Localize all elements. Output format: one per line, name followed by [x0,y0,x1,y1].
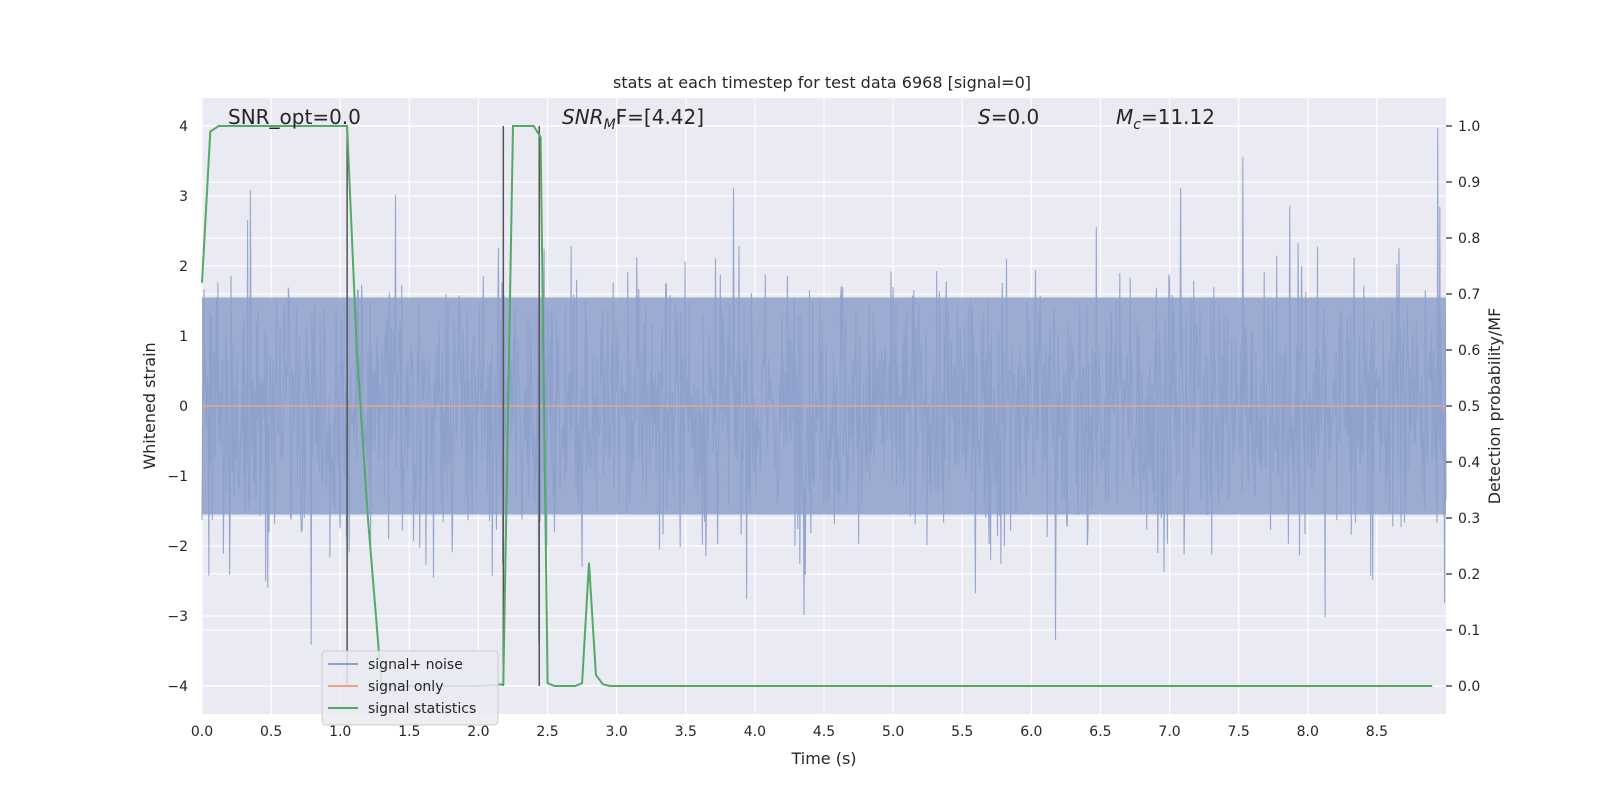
y-right-tick-label-0: 0.0 [1458,679,1480,695]
y-right-tick-label-8: 0.8 [1458,231,1480,247]
annotation-mc-sub: c [1133,117,1141,133]
y-right-tick-label-5: 0.5 [1458,399,1480,415]
y-tick-label-1: −3 [167,609,188,625]
y-tick-label-8: 4 [179,119,188,135]
annotation-snr-mf-main: SNR [562,105,604,129]
vertical-markers [346,126,541,686]
legend-label-signal-plus-noise: signal+ noise [368,657,463,673]
x-tick-label-3: 1.5 [398,724,420,740]
x-tick-label-8: 4.0 [744,724,766,740]
y-tick-label-3: −1 [167,469,188,485]
annotation-mc: Mc=11.12 [1116,105,1215,133]
annotation-snr-mf-sub: M [604,117,616,133]
x-tick-label-5: 2.5 [536,724,558,740]
y-right-tick-label-4: 0.4 [1458,455,1480,471]
x-tick-label-14: 7.0 [1158,724,1180,740]
y-tick-label-2: −2 [167,539,188,555]
y-right-tick-label-6: 0.6 [1458,343,1480,359]
x-tick-label-15: 7.5 [1228,724,1250,740]
y-right-axis-ticks: 0.0 0.1 0.2 0.3 0.4 0.5 0.6 0.7 0.8 0.9 1.0 [1446,119,1480,695]
y-right-tick-label-9: 0.9 [1458,175,1480,191]
chart-title: stats at each timestep for test data 696… [613,73,1031,92]
annotation-s-rest: =0.0 [991,105,1040,129]
series-signal-statistics [201,125,1433,687]
x-axis-ticks: 0.0 0.5 1.0 1.5 2.0 2.5 3.0 3.5 4.0 4.5 5.0 5.5 6.0 6… [191,724,1388,740]
x-tick-label-6: 3.0 [606,724,628,740]
legend: signal+ noise signal only signal statist… [321,650,499,726]
y-right-tick-label-7: 0.7 [1458,287,1480,303]
y-right-tick-label-2: 0.2 [1458,567,1480,583]
x-tick-label-13: 6.5 [1089,724,1111,740]
x-tick-label-16: 8.0 [1297,724,1319,740]
y-axis-ticks: −4 −3 −2 −1 0 1 2 3 4 [167,119,188,695]
y-tick-label-7: 3 [179,189,188,205]
x-tick-label-2: 1.0 [329,724,351,740]
legend-label-signal-statistics: signal statistics [368,701,476,717]
x-tick-label-1: 0.5 [260,724,282,740]
annotation-mc-main: M [1116,105,1133,129]
annotation-snr-mf-rest: F=[4.42] [616,105,704,129]
x-tick-label-10: 5.0 [882,724,904,740]
annotation-mc-rest: =11.12 [1141,105,1215,129]
x-tick-label-0: 0.0 [191,724,213,740]
x-axis-label: Time (s) [790,749,856,768]
x-tick-label-9: 4.5 [813,724,835,740]
x-tick-label-11: 5.5 [951,724,973,740]
legend-label-signal-only: signal only [368,679,443,695]
y-tick-label-5: 1 [179,329,188,345]
x-tick-label-4: 2.0 [467,724,489,740]
y-right-axis-label: Detection probability/MF [1485,308,1504,505]
signal-statistics-line [201,125,1433,687]
y-tick-label-4: 0 [179,399,188,415]
annotation-s-main: S [978,105,991,129]
y-tick-label-0: −4 [167,679,188,695]
x-tick-label-12: 6.0 [1020,724,1042,740]
y-right-tick-label-10: 1.0 [1458,119,1480,135]
annotation-snr-mf: SNRMF=[4.42] [562,105,704,133]
y-tick-label-6: 2 [179,259,188,275]
x-tick-label-7: 3.5 [675,724,697,740]
annotation-s: S=0.0 [978,105,1039,129]
y-right-tick-label-1: 0.1 [1458,623,1480,639]
annotation-snr-opt: SNR_opt=0.0 [228,105,361,129]
x-tick-label-17: 8.5 [1366,724,1388,740]
y-axis-label: Whitened strain [140,342,159,469]
legend-box [321,650,499,726]
y-right-tick-label-3: 0.3 [1458,511,1480,527]
